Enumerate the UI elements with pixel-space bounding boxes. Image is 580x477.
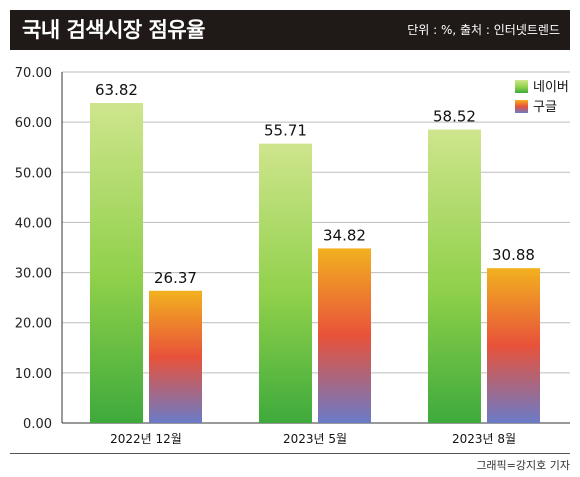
bar — [90, 102, 143, 424]
chart-title: 국내 검색시장 점유율 — [22, 18, 206, 42]
x-tick-label: 2022년 12월 — [110, 432, 182, 446]
legend-label: 네이버 — [533, 80, 569, 95]
legend-label: 구글 — [533, 100, 557, 115]
y-tick-label: 20.00 — [15, 317, 52, 332]
y-tick-label: 30.00 — [15, 267, 52, 282]
bar — [318, 248, 371, 423]
bar — [149, 290, 202, 423]
y-tick-label: 10.00 — [15, 367, 52, 382]
y-tick-label: 70.00 — [15, 66, 52, 81]
bar-value-label: 30.88 — [492, 246, 535, 264]
y-tick-label: 50.00 — [15, 166, 52, 181]
bar — [487, 268, 540, 423]
legend-swatch — [515, 100, 528, 113]
x-tick-label: 2023년 5월 — [283, 432, 347, 446]
bar-value-label: 26.37 — [154, 269, 197, 287]
bar-value-label: 58.52 — [433, 108, 476, 126]
x-tick-label: 2023년 8월 — [452, 432, 516, 446]
bar-value-label: 34.82 — [323, 226, 366, 244]
y-tick-label: 0.00 — [23, 417, 52, 432]
unit-source-note: 단위 : %, 출처 : 인터넷트렌드 — [407, 23, 560, 37]
y-tick-label: 40.00 — [15, 216, 52, 231]
chart-footer: 그래픽=강지호 기자 — [10, 453, 570, 472]
bar-value-label: 63.82 — [95, 81, 138, 99]
bar — [428, 129, 481, 423]
bar-value-label: 55.71 — [264, 122, 307, 140]
graphic-credit: 그래픽=강지호 기자 — [476, 459, 570, 472]
chart-header: 국내 검색시장 점유율 단위 : %, 출처 : 인터넷트렌드 — [10, 10, 570, 50]
bar — [259, 143, 312, 423]
y-tick-label: 60.00 — [15, 116, 52, 131]
legend-swatch — [515, 80, 528, 93]
